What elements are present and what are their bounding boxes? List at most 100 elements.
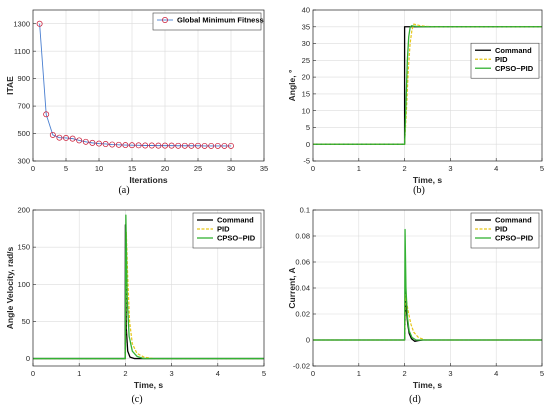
- data-point: [122, 142, 129, 149]
- x-tick-label: 3: [448, 369, 452, 378]
- series-line-cpso_pid: [313, 228, 542, 341]
- x-tick-label: 10: [95, 164, 103, 173]
- data-point: [228, 142, 234, 149]
- y-tick-label: 30: [302, 39, 310, 48]
- data-point: [129, 142, 135, 149]
- data-point: [142, 142, 149, 149]
- y-tick-label: 10: [302, 106, 310, 115]
- data-point: [155, 142, 162, 149]
- data-point: [201, 142, 208, 149]
- legend-box: [152, 12, 262, 31]
- series-line-fitness: [39, 23, 231, 147]
- x-tick-label: 5: [540, 164, 544, 173]
- legend-entry-label: CPSO−PID: [495, 234, 534, 243]
- y-tick-label: 0.1: [300, 206, 310, 215]
- panel-label: (a): [118, 185, 129, 196]
- data-point: [36, 20, 43, 27]
- data-point: [96, 140, 102, 147]
- series-group: [313, 23, 542, 145]
- x-tick-label: 0: [31, 164, 35, 173]
- x-axis-label: Iterations: [129, 175, 168, 185]
- series-line-cpso_pid: [313, 25, 542, 145]
- y-tick-label: 100: [17, 280, 30, 289]
- x-tick-label: 3: [170, 369, 174, 378]
- legend-entry-label: Command: [495, 216, 532, 225]
- y-tick-label: 0: [306, 336, 310, 345]
- x-tick-label: 1: [357, 369, 361, 378]
- legend-box: [470, 42, 540, 79]
- x-tick-label: 0: [31, 369, 35, 378]
- x-tick-label: 4: [494, 369, 498, 378]
- y-tick-label: 200: [17, 206, 30, 215]
- chart-panel-1: 0 5 10 15 20 25 30 35 300 500 700 900 1100 1300 Iterat…: [5, 9, 268, 196]
- x-tick-label: 25: [194, 164, 202, 173]
- y-tick-label: 150: [17, 243, 30, 252]
- y-tick-label: 1100: [14, 47, 30, 56]
- y-tick-label: -5: [303, 157, 310, 166]
- x-tick-label: 15: [128, 164, 136, 173]
- legend-entry-label: Global Minimum Fitness: [177, 16, 264, 25]
- axes-frame: [32, 9, 265, 162]
- data-point: [43, 111, 50, 118]
- y-axis-label: Angle Velocity, rad/s: [5, 246, 15, 329]
- x-tick-label: 4: [216, 369, 220, 378]
- y-tick-label: 40: [302, 6, 310, 15]
- y-tick-label: -0.02: [293, 362, 310, 371]
- plot-area: [313, 10, 542, 161]
- legend-entry-label: PID: [495, 55, 508, 64]
- y-tick-label: 50: [22, 317, 30, 326]
- data-point: [109, 141, 116, 148]
- y-tick-label: 1300: [13, 19, 30, 28]
- x-tick-label: 0: [311, 369, 315, 378]
- axes-frame: [312, 9, 543, 162]
- data-point: [162, 142, 168, 149]
- axes-frame: [312, 209, 543, 367]
- panel-label: (c): [131, 394, 142, 405]
- data-point: [214, 142, 221, 149]
- data-point: [76, 137, 83, 144]
- y-tick-label: 500: [17, 129, 30, 138]
- x-tick-label: 20: [161, 164, 169, 173]
- series-group: [33, 214, 264, 360]
- x-tick-label: 5: [540, 369, 544, 378]
- panel-label: (d): [409, 394, 421, 405]
- data-point: [69, 135, 76, 142]
- y-tick-label: 300: [17, 157, 30, 166]
- axes-frame: [32, 209, 265, 367]
- legend-box: [192, 212, 262, 249]
- x-tick-label: 3: [448, 164, 452, 173]
- data-point: [56, 134, 63, 141]
- legend-box: [470, 212, 540, 249]
- data-point: [82, 138, 89, 145]
- data-point: [221, 142, 228, 149]
- data-point: [135, 142, 142, 149]
- x-tick-label: 2: [403, 369, 407, 378]
- y-tick-label: 0.04: [295, 284, 310, 293]
- data-point: [208, 142, 215, 149]
- legend-marker: [162, 17, 168, 23]
- x-tick-label: 35: [260, 164, 268, 173]
- y-tick-label: 20: [302, 73, 310, 82]
- series-line-cpso_pid: [33, 214, 264, 360]
- y-axis-label: Angle, °: [287, 69, 297, 101]
- x-tick-label: 0: [311, 164, 315, 173]
- x-tick-label: 30: [227, 164, 235, 173]
- x-axis-label: Time, s: [413, 380, 442, 390]
- y-tick-label: 25: [302, 56, 310, 65]
- legend-entry-label: PID: [217, 225, 230, 234]
- y-tick-label: 0: [306, 140, 310, 149]
- x-tick-label: 5: [64, 164, 68, 173]
- x-axis-label: Time, s: [134, 380, 163, 390]
- x-tick-label: 2: [123, 369, 127, 378]
- series-group: [36, 20, 234, 149]
- legend-entry-label: Command: [217, 216, 254, 225]
- data-point: [195, 142, 201, 149]
- y-tick-label: 35: [302, 22, 310, 31]
